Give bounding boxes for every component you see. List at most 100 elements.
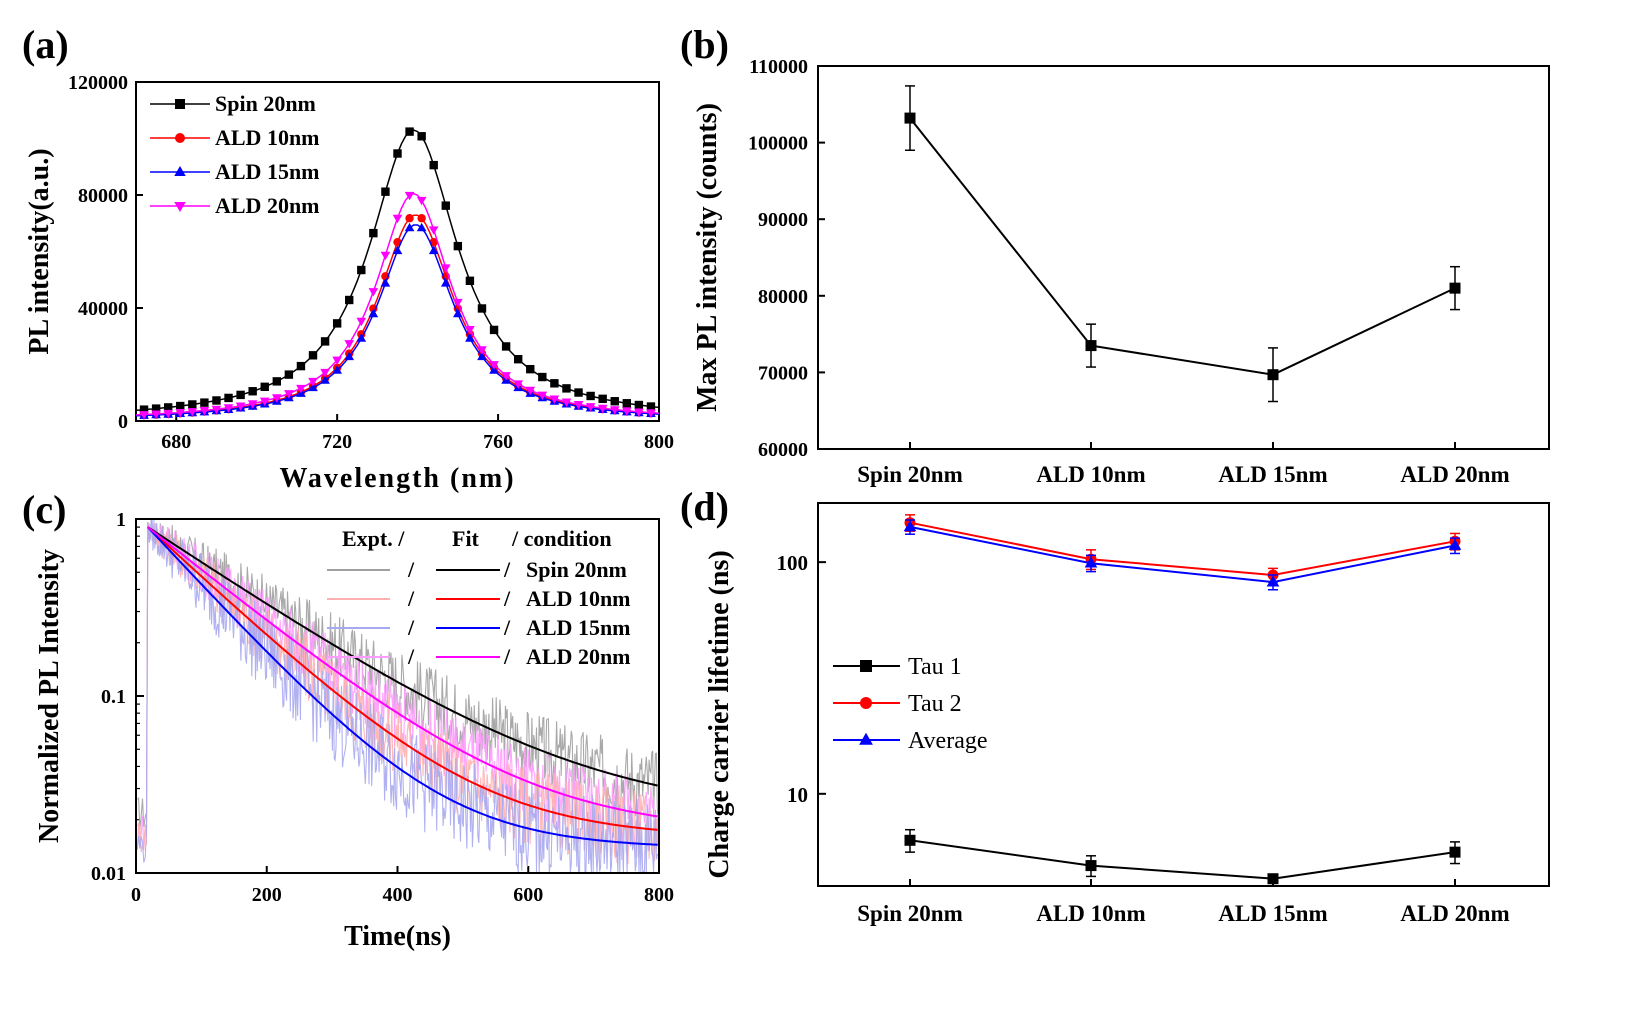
data-point xyxy=(440,264,451,273)
legend-marker xyxy=(859,732,873,745)
data-point xyxy=(271,394,282,403)
y-tick-label: 70000 xyxy=(758,362,808,384)
data-point xyxy=(621,407,632,416)
data-point xyxy=(537,391,548,401)
legend-label: ALD 10nm xyxy=(526,586,631,611)
data-point xyxy=(416,222,427,232)
data-point xyxy=(489,325,499,335)
data-point xyxy=(903,520,917,532)
fit-line-0 xyxy=(147,526,658,787)
data-point xyxy=(139,411,149,420)
data-point xyxy=(223,404,234,413)
data-point xyxy=(380,251,391,261)
y-tick-label: 0.01 xyxy=(91,863,126,885)
legend-marker xyxy=(860,697,872,709)
data-point xyxy=(1449,282,1461,294)
data-point xyxy=(212,396,221,405)
data-point xyxy=(465,276,475,286)
data-point xyxy=(404,191,415,201)
y-axis-title: Normalized PL Intensity xyxy=(34,549,65,843)
data-point xyxy=(320,368,330,378)
data-point xyxy=(440,278,451,287)
data-point xyxy=(904,834,916,846)
x-category-label: ALD 15nm xyxy=(1218,901,1327,926)
y-tick-label: 0.1 xyxy=(101,686,126,708)
fit-line-3 xyxy=(147,526,658,818)
data-point xyxy=(417,132,426,141)
series-line-2 xyxy=(909,525,1456,584)
y-tick-label: 40000 xyxy=(78,298,128,320)
data-point xyxy=(1266,575,1280,587)
data-point xyxy=(417,214,426,223)
legend-header-fit: Fit xyxy=(452,526,480,551)
data-point xyxy=(369,228,378,238)
data-point xyxy=(634,408,644,417)
data-point xyxy=(549,395,560,404)
data-point xyxy=(477,346,487,355)
panel-label: (b) xyxy=(680,22,729,67)
y-tick-label: 100 xyxy=(777,551,809,575)
expt-trace-2 xyxy=(136,519,659,874)
legend-label: ALD 15nm xyxy=(215,159,320,184)
x-tick-label: 0 xyxy=(131,884,141,906)
data-point xyxy=(332,356,342,366)
legend-slash: / xyxy=(407,644,415,669)
data-point xyxy=(1267,369,1279,381)
data-point xyxy=(465,326,475,335)
data-point xyxy=(296,361,306,371)
y-tick-label: 90000 xyxy=(758,209,808,231)
y-tick-label: 100000 xyxy=(748,133,808,155)
data-point xyxy=(356,333,367,342)
x-category-label: Spin 20nm xyxy=(857,901,962,926)
data-point xyxy=(151,404,161,413)
legend-label: Tau 1 xyxy=(908,654,962,680)
data-point xyxy=(405,127,414,136)
fit-line-1 xyxy=(147,526,658,831)
y-tick-label: 120000 xyxy=(68,72,128,94)
data-point xyxy=(904,112,916,124)
legend-label: ALD 20nm xyxy=(526,644,631,669)
data-point xyxy=(1267,873,1279,885)
data-point xyxy=(561,398,572,407)
legend-marker xyxy=(175,99,185,109)
data-point xyxy=(392,245,403,255)
data-point xyxy=(381,187,390,196)
data-point xyxy=(562,384,571,393)
data-point xyxy=(308,382,318,392)
x-tick-label: 800 xyxy=(644,884,674,906)
series-line-3 xyxy=(135,192,660,416)
data-point xyxy=(429,160,438,170)
legend-marker xyxy=(175,133,185,143)
data-point xyxy=(489,361,499,370)
legend-label: Spin 20nm xyxy=(215,91,316,116)
data-point xyxy=(416,196,427,206)
data-point xyxy=(513,380,524,389)
x-tick-label: 720 xyxy=(322,431,352,453)
data-point xyxy=(513,355,523,364)
data-point xyxy=(392,214,403,224)
data-point xyxy=(477,351,487,361)
data-point xyxy=(1085,340,1097,352)
legend-label: ALD 20nm xyxy=(215,193,320,218)
data-point xyxy=(163,409,174,419)
legend-slash: / xyxy=(503,586,511,611)
data-point xyxy=(272,377,282,386)
data-point xyxy=(224,393,233,403)
data-point xyxy=(211,405,222,415)
data-point xyxy=(247,400,258,409)
data-point xyxy=(586,391,595,401)
data-point xyxy=(597,404,608,414)
y-axis-title: Max PL intensity (counts) xyxy=(692,103,723,412)
data-point xyxy=(1085,860,1097,872)
x-category-label: ALD 20nm xyxy=(1400,901,1509,926)
data-point xyxy=(236,390,245,400)
data-point xyxy=(200,398,209,407)
y-tick-label: 80000 xyxy=(78,185,128,207)
legend-header-expt: Expt. / xyxy=(342,526,405,551)
legend-slash: / xyxy=(503,615,511,640)
legend-label: ALD 10nm xyxy=(215,125,320,150)
y-tick-label: 60000 xyxy=(758,439,808,461)
data-point xyxy=(357,265,366,275)
data-point xyxy=(344,351,355,361)
